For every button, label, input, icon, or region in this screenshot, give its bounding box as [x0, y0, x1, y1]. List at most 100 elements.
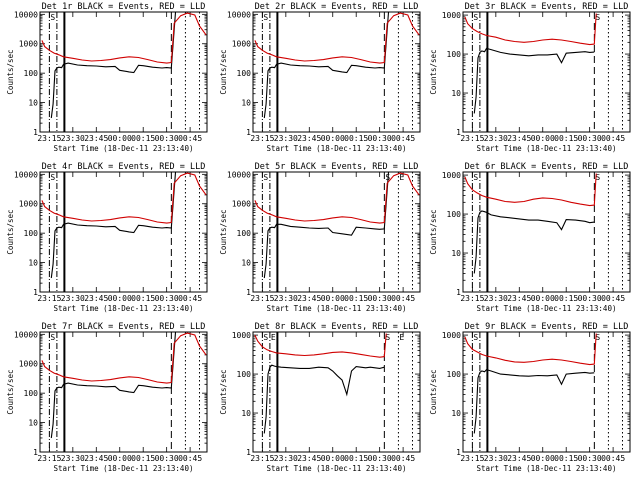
series-line-lld — [254, 333, 387, 358]
x-tick-label: 23:15 — [37, 134, 61, 143]
y-tick-label: 10 — [451, 409, 461, 418]
marker-label: S — [263, 13, 268, 22]
x-tick-label: 00:15 — [344, 294, 368, 303]
x-tick-label: 00:45 — [601, 454, 625, 463]
y-tick-label: 10 — [241, 409, 251, 418]
series-line-lld — [464, 13, 597, 46]
x-tick-label: 00:45 — [391, 294, 415, 303]
panel-det-1: Det 1r BLACK = Events, RED = LLD 1 10 100 10… — [6, 2, 208, 153]
series-line-lld — [41, 172, 207, 224]
x-tick-label: 23:45 — [507, 134, 531, 143]
x-tick-label: 23:15 — [250, 454, 274, 463]
panel-det-9: Det 9r BLACK = Events, RED = LLD 1 10 100 10… — [429, 322, 631, 473]
x-tick-label: 23:45 — [297, 454, 321, 463]
x-tick-label: 00:00 — [108, 134, 132, 143]
y-tick-label: 100 — [24, 69, 39, 78]
y-tick-label: 1 — [456, 448, 461, 457]
panel-det-5: Det 5r BLACK = Events, RED = LLD 1 10 100 10… — [219, 162, 421, 313]
panel-title: Det 5r BLACK = Events, RED = LLD — [255, 162, 419, 172]
x-tick-label: 23:15 — [460, 294, 484, 303]
marker-label: E — [399, 173, 404, 182]
y-tick-label: 10000 — [14, 10, 38, 19]
y-tick-label: 1000 — [19, 40, 38, 49]
y-tick-label: 1000 — [232, 40, 251, 49]
x-tick-label: 00:45 — [178, 134, 202, 143]
series-line-events — [50, 12, 177, 119]
marker-label: S — [595, 173, 600, 182]
panel-title: Det 4r BLACK = Events, RED = LLD — [42, 162, 206, 172]
x-tick-label: 00:30 — [155, 454, 179, 463]
x-tick-label: 00:30 — [578, 454, 602, 463]
x-tick-label: 23:30 — [61, 134, 85, 143]
marker-label: S — [263, 333, 268, 342]
x-tick-label: 00:15 — [344, 454, 368, 463]
y-tick-label: 100 — [237, 229, 252, 238]
x-tick-label: 00:45 — [391, 454, 415, 463]
panel-title: Det 3r BLACK = Events, RED = LLD — [465, 2, 629, 12]
y-tick-label: 1 — [456, 288, 461, 297]
x-tick-label: 23:45 — [297, 294, 321, 303]
series-line-lld — [41, 12, 207, 64]
x-tick-label: 23:15 — [460, 454, 484, 463]
x-tick-label: 23:30 — [61, 294, 85, 303]
x-tick-label: 23:15 — [37, 454, 61, 463]
y-tick-label: 100 — [24, 389, 39, 398]
plot-frame — [39, 11, 208, 133]
plot-frame — [39, 171, 208, 293]
marker-label: E — [399, 333, 404, 342]
x-tick-label: 23:45 — [297, 134, 321, 143]
y-tick-label: 1 — [246, 448, 251, 457]
x-tick-label: 00:15 — [554, 294, 578, 303]
panel-title: Det 7r BLACK = Events, RED = LLD — [42, 322, 206, 332]
panel-det-8: Det 8r BLACK = Events, RED = LLD 1 10 100 10… — [219, 322, 421, 473]
x-tick-label: 00:15 — [554, 134, 578, 143]
y-tick-label: 1000 — [19, 200, 38, 209]
x-tick-label: 00:45 — [178, 454, 202, 463]
x-tick-label: 00:00 — [108, 294, 132, 303]
x-tick-label: 23:30 — [274, 294, 298, 303]
x-axis-label: Start Time (18-Dec-11 23:13:40) — [54, 464, 194, 473]
series-group — [464, 173, 597, 274]
marker-label: S — [473, 173, 478, 182]
series-group — [254, 333, 387, 434]
series-line-events — [473, 210, 595, 274]
x-axis-label: Start Time (18-Dec-11 23:13:40) — [54, 144, 194, 153]
series-group — [464, 333, 597, 434]
plot-frame — [252, 11, 421, 133]
marker-label: S — [595, 13, 600, 22]
x-tick-label: 00:30 — [155, 134, 179, 143]
x-tick-label: 00:45 — [391, 134, 415, 143]
y-tick-label: 100 — [447, 210, 462, 219]
x-tick-label: 23:45 — [84, 134, 108, 143]
series-line-events — [50, 172, 177, 279]
x-tick-label: 00:00 — [531, 134, 555, 143]
y-tick-label: 1 — [456, 128, 461, 137]
panel-det-6: Det 6r BLACK = Events, RED = LLD 1 10 100 10… — [429, 162, 631, 313]
x-axis-label: Start Time (18-Dec-11 23:13:40) — [267, 144, 407, 153]
x-tick-label: 23:30 — [274, 134, 298, 143]
y-axis-label: Counts/sec — [6, 209, 15, 254]
marker-label: S — [263, 173, 268, 182]
x-tick-label: 00:15 — [131, 134, 155, 143]
y-axis-label: Counts/sec — [429, 209, 438, 254]
series-line-lld — [254, 172, 420, 224]
y-tick-label: 10 — [241, 259, 251, 268]
x-tick-label: 00:30 — [578, 294, 602, 303]
marker-label: S — [50, 173, 55, 182]
x-tick-label: 00:00 — [321, 134, 345, 143]
marker-label: E — [271, 333, 276, 342]
plot-frame — [462, 171, 631, 293]
y-tick-label: 1000 — [232, 331, 251, 340]
x-tick-label: 00:30 — [155, 294, 179, 303]
y-tick-label: 10 — [28, 419, 38, 428]
x-tick-label: 00:30 — [578, 134, 602, 143]
y-tick-label: 10000 — [227, 10, 251, 19]
series-line-events — [263, 172, 390, 279]
x-tick-label: 00:15 — [344, 134, 368, 143]
y-tick-label: 100 — [447, 50, 462, 59]
x-tick-label: 23:15 — [250, 134, 274, 143]
marker-label: S — [50, 13, 55, 22]
series-group — [464, 13, 597, 114]
y-axis-label: Counts/sec — [429, 369, 438, 414]
